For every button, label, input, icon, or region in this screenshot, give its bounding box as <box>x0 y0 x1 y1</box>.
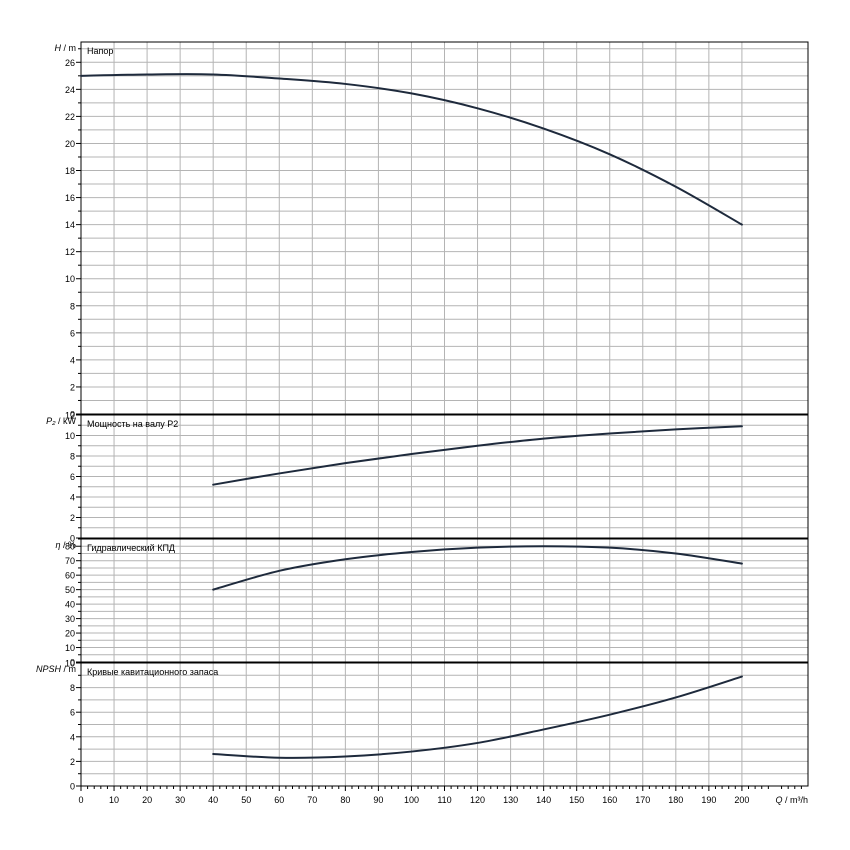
x-tick-label: 50 <box>241 795 251 805</box>
y-tick-label: 12 <box>65 247 75 257</box>
y-axis-label: H / m <box>55 43 77 53</box>
y-tick-label: 40 <box>65 600 75 610</box>
y-tick-label: 4 <box>70 493 75 503</box>
y-tick-label: 6 <box>70 708 75 718</box>
x-tick-label: 100 <box>404 795 419 805</box>
y-tick-label: 2 <box>70 513 75 523</box>
y-tick-label: 20 <box>65 139 75 149</box>
panel-title: Напор <box>87 46 113 56</box>
y-tick-label: 80 <box>65 542 75 552</box>
series-line <box>212 545 743 591</box>
y-tick-label: 20 <box>65 629 75 639</box>
x-tick-label: 20 <box>142 795 152 805</box>
x-tick-label: 60 <box>274 795 284 805</box>
y-tick-label: 0 <box>70 534 75 544</box>
y-tick-label: 10 <box>65 659 75 669</box>
x-tick-label: 150 <box>569 795 584 805</box>
y-tick-label: 6 <box>70 328 75 338</box>
x-tick-label: 170 <box>635 795 650 805</box>
y-tick-label: 10 <box>65 431 75 441</box>
panel-frame <box>80 538 809 663</box>
x-tick-label: 190 <box>701 795 716 805</box>
panel-frame <box>80 414 809 539</box>
y-tick-label: 22 <box>65 112 75 122</box>
x-tick-label: 200 <box>734 795 749 805</box>
y-tick-label: 0 <box>70 658 75 668</box>
y-tick-label: 50 <box>65 585 75 595</box>
y-tick-label: 60 <box>65 571 75 581</box>
y-tick-label: 18 <box>65 166 75 176</box>
x-tick-label: 160 <box>602 795 617 805</box>
x-tick-label: 0 <box>78 795 83 805</box>
y-tick-label: 2 <box>70 757 75 767</box>
y-tick-label: 10 <box>65 643 75 653</box>
x-tick-label: 80 <box>340 795 350 805</box>
series-line <box>80 73 743 226</box>
x-tick-label: 130 <box>503 795 518 805</box>
y-tick-label: 4 <box>70 355 75 365</box>
y-tick-label: 8 <box>70 452 75 462</box>
x-tick-label: 70 <box>307 795 317 805</box>
x-axis-label: Q / m³/h <box>775 795 808 805</box>
y-tick-label: 0 <box>70 782 75 792</box>
y-axis-label: η / % <box>55 540 76 550</box>
series-line <box>212 675 743 759</box>
y-tick-label: 16 <box>65 193 75 203</box>
x-tick-label: 10 <box>109 795 119 805</box>
x-tick-label: 90 <box>373 795 383 805</box>
x-tick-label: 110 <box>437 795 451 805</box>
y-axis-label: NPSH / m <box>36 664 76 674</box>
panel-frame <box>80 41 809 415</box>
y-tick-label: 0 <box>70 410 75 420</box>
y-tick-label: 6 <box>70 472 75 482</box>
y-tick-label: 26 <box>65 58 75 68</box>
x-tick-label: 120 <box>470 795 485 805</box>
panel-title: Мощность на валу P2 <box>87 419 178 429</box>
x-tick-label: 180 <box>668 795 683 805</box>
x-axis: 0 10 20 30 40 50 60 70 80 90 100 110 120 130 140 150 160… <box>78 786 808 805</box>
y-tick-label: 30 <box>65 614 75 624</box>
y-tick-label: 12 <box>65 411 75 421</box>
y-axis-label: P₂ / kW <box>46 416 76 426</box>
panel-title: Гидравлический КПД <box>87 543 175 553</box>
y-tick-label: 14 <box>65 220 75 230</box>
x-tick-label: 30 <box>175 795 185 805</box>
x-tick-label: 140 <box>536 795 551 805</box>
y-tick-label: 70 <box>65 556 75 566</box>
y-tick-label: 8 <box>70 301 75 311</box>
y-tick-label: 2 <box>70 382 75 392</box>
y-tick-label: 8 <box>70 683 75 693</box>
x-tick-label: 40 <box>208 795 218 805</box>
y-tick-label: 24 <box>65 85 75 95</box>
y-tick-label: 4 <box>70 732 75 742</box>
panel-title: Кривые кавитационного запаса <box>87 667 218 677</box>
series-line <box>212 425 743 486</box>
y-tick-label: 10 <box>65 274 75 284</box>
